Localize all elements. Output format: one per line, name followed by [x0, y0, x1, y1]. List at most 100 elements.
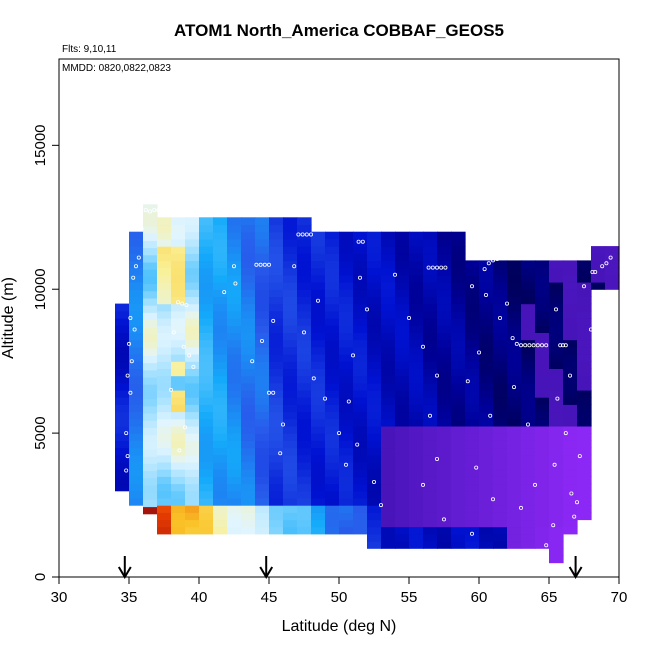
heatmap-cell: [409, 354, 424, 362]
heatmap-cell: [213, 404, 228, 413]
heatmap-cell: [325, 260, 340, 269]
heatmap-cell: [297, 440, 312, 449]
heatmap-cell: [381, 325, 396, 333]
heatmap-cell: [409, 368, 424, 377]
heatmap-cell: [591, 246, 606, 254]
heatmap-cell: [213, 469, 228, 477]
heatmap-cell: [577, 404, 592, 413]
heatmap-cell: [423, 339, 438, 348]
heatmap-cell: [381, 440, 396, 449]
heatmap-cell: [353, 476, 368, 485]
heatmap-cell: [115, 332, 130, 341]
heatmap-cell: [465, 526, 480, 535]
heatmap-cell: [563, 411, 578, 420]
heatmap-cell: [423, 505, 438, 513]
heatmap-cell: [479, 318, 494, 326]
heatmap-cell: [507, 404, 522, 413]
heatmap-cell: [325, 282, 340, 290]
heatmap-cell: [171, 339, 186, 348]
heatmap-cell: [507, 389, 522, 398]
heatmap-cell: [423, 325, 438, 333]
heatmap-cell: [143, 413, 158, 421]
heatmap-cell: [213, 253, 228, 262]
heatmap-cell: [255, 253, 270, 262]
heatmap-cell: [255, 339, 270, 348]
heatmap-cell: [577, 310, 592, 319]
heatmap-cell: [325, 411, 340, 420]
heatmap-cell: [283, 217, 298, 226]
heatmap-cell: [395, 469, 410, 477]
heatmap-cell: [185, 389, 200, 398]
heatmap-cell: [213, 303, 228, 312]
heatmap-cell: [157, 318, 172, 326]
heatmap-cell: [493, 332, 508, 341]
observation-point: [356, 239, 361, 244]
heatmap-cell: [395, 389, 410, 398]
heatmap-cell: [115, 461, 130, 470]
heatmap-cell: [423, 253, 438, 262]
heatmap-cell: [325, 440, 340, 449]
heatmap-cell: [479, 397, 494, 405]
heatmap-cell: [423, 411, 438, 420]
heatmap-cell: [325, 231, 340, 240]
heatmap-cell: [437, 382, 452, 391]
heatmap-cell: [115, 418, 130, 427]
heatmap-cell: [199, 368, 214, 377]
heatmap-cell: [157, 404, 172, 413]
heatmap-cell: [507, 375, 522, 384]
heatmap-cell: [129, 497, 144, 506]
heatmap-cell: [549, 433, 564, 441]
heatmap-cell: [563, 382, 578, 391]
heatmap-cell: [129, 346, 144, 355]
heatmap-cell: [395, 325, 410, 333]
heatmap-cell: [311, 253, 326, 262]
observation-point: [430, 265, 435, 270]
heatmap-cell: [507, 361, 522, 369]
heatmap-cell: [353, 382, 368, 391]
heatmap-cell: [367, 260, 382, 269]
heatmap-cell: [255, 447, 270, 456]
heatmap-cell: [423, 533, 438, 542]
heatmap-cell: [381, 533, 396, 542]
heatmap-cell: [549, 332, 564, 341]
heatmap-cell: [325, 332, 340, 341]
heatmap-cell: [339, 339, 354, 348]
heatmap-cell: [269, 246, 284, 254]
heatmap-cell: [451, 274, 466, 283]
heatmap-cell: [395, 303, 410, 312]
heatmap-cell: [479, 519, 494, 528]
heatmap-cell: [213, 476, 228, 485]
heatmap-cell: [297, 282, 312, 290]
heatmap-cell: [423, 382, 438, 391]
heatmap-cell: [199, 497, 214, 506]
heatmap-cell: [535, 296, 550, 305]
observation-point: [175, 300, 180, 305]
heatmap-cell: [325, 318, 340, 326]
heatmap-cell: [479, 447, 494, 456]
heatmap-cell: [227, 303, 242, 312]
heatmap-cell: [381, 375, 396, 384]
heatmap-cell: [269, 361, 284, 369]
heatmap-cell: [255, 469, 270, 477]
heatmap-cell: [507, 411, 522, 420]
heatmap-cell: [465, 404, 480, 413]
heatmap-cell: [185, 368, 200, 377]
heatmap-cell: [367, 512, 382, 521]
heatmap-cell: [521, 318, 536, 326]
heatmap-cell: [493, 267, 508, 276]
observation-point: [262, 262, 267, 267]
heatmap-cell: [115, 447, 130, 456]
heatmap-cell: [409, 303, 424, 312]
heatmap-cell: [423, 425, 438, 434]
heatmap-cell: [297, 325, 312, 333]
heatmap-cell: [465, 260, 480, 269]
chart-title: ATOM1 North_America COBBAF_GEOS5: [174, 21, 504, 40]
heatmap-cell: [283, 274, 298, 283]
heatmap-cell: [227, 425, 242, 434]
heatmap-cell: [115, 382, 130, 391]
heatmap-cell: [297, 267, 312, 276]
heatmap-cell: [325, 512, 340, 521]
heatmap-cell: [563, 310, 578, 319]
heatmap-cell: [241, 418, 256, 427]
heatmap-cell: [213, 325, 228, 333]
